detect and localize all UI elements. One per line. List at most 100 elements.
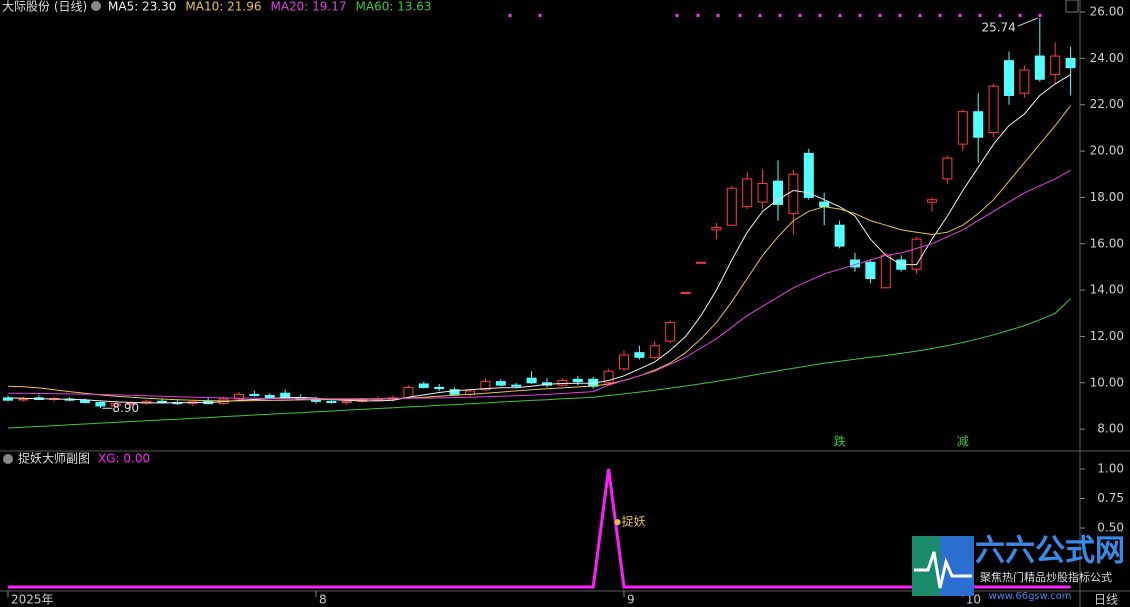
ma-line: [7, 74, 1071, 404]
window-button[interactable]: [1065, 0, 1079, 13]
candle-body: [696, 261, 706, 264]
y-tick-label: 16.00: [1090, 236, 1124, 250]
candle-body: [880, 254, 891, 289]
signal-dot: [758, 14, 762, 17]
y-tick-label: 26.00: [1090, 5, 1124, 19]
signal-dot: [978, 14, 982, 17]
y-tick-label: 0.50: [1097, 521, 1124, 535]
candle-body: [326, 400, 337, 403]
candle-body: [957, 111, 968, 145]
legend-item: MA5: 23.30: [108, 0, 176, 14]
candle-body: [773, 180, 783, 205]
annotation: 捉妖: [622, 514, 646, 529]
settings-icon[interactable]: [91, 1, 101, 11]
candle-body: [803, 152, 814, 198]
max-label: 25.74: [981, 21, 1015, 35]
candle-body: [557, 379, 568, 386]
candle-body: [649, 345, 660, 358]
chart-title: 大际股份 (日线): [2, 0, 87, 14]
candle-body: [1065, 57, 1076, 69]
candle-body: [927, 199, 937, 203]
signal-dot: [938, 14, 942, 17]
signal-dot: [675, 14, 679, 17]
signal-dot: [538, 14, 542, 17]
y-tick-label: 22.00: [1090, 97, 1124, 111]
candle-body: [126, 402, 137, 405]
candle-body: [95, 401, 106, 407]
candle-body: [742, 178, 753, 208]
annotation-dot: [614, 519, 621, 526]
signal-dot: [696, 14, 700, 17]
min-label: 8.90: [112, 401, 139, 415]
signal-dot: [818, 14, 822, 17]
signal-dot: [958, 14, 962, 17]
candle-body: [726, 187, 737, 226]
candle-body: [18, 398, 29, 401]
candle-body: [665, 322, 676, 342]
candle-body: [619, 354, 629, 370]
logo-url: www.66gsw.com: [989, 591, 1072, 602]
candle-body: [865, 261, 876, 280]
candle-body: [157, 400, 167, 403]
legend-item: MA20: 19.17: [270, 0, 346, 14]
candle-body: [1034, 55, 1045, 80]
candle-body: [480, 381, 491, 391]
candle-body: [110, 403, 121, 407]
legend-item: XG: 0.00: [98, 452, 150, 466]
y-tick-label: 8.00: [1097, 422, 1124, 436]
candle-body: [834, 224, 845, 247]
candle-body: [511, 384, 522, 387]
x-tick-label: 2025年: [11, 593, 54, 607]
candle-body: [80, 399, 90, 403]
candle-body: [634, 352, 645, 358]
signal-label: 减: [957, 435, 969, 449]
logo-name: 六六公式网: [975, 534, 1125, 569]
candle-body: [249, 393, 260, 397]
signal-dot: [918, 14, 922, 17]
settings-icon[interactable]: [3, 454, 13, 464]
candle-body: [988, 85, 999, 134]
candle-body: [449, 389, 460, 395]
y-tick-label: 1.00: [1097, 461, 1124, 475]
logo: 六六公式网 聚焦热门精品炒股指标公式 www.66gsw.com: [912, 534, 1125, 602]
y-tick-label: 12.00: [1090, 329, 1124, 343]
legend-item: MA60: 13.63: [356, 0, 432, 14]
candle-body: [434, 386, 445, 390]
ma-line: [7, 298, 1071, 429]
logo-slogan: 聚焦热门精品炒股指标公式: [980, 570, 1112, 584]
signal-dot: [998, 14, 1002, 17]
indicator-line: [8, 468, 1071, 589]
x-tick-label: 9: [627, 593, 635, 607]
signal-dot: [778, 14, 782, 17]
candle-body: [911, 238, 922, 270]
candle-body: [495, 381, 506, 386]
candle-body: [788, 173, 799, 215]
y-tick-label: 0.75: [1097, 491, 1124, 505]
ma-line: [7, 105, 1071, 402]
pane-title: 捉妖大师副图: [18, 451, 90, 466]
y-tick-label: 24.00: [1090, 51, 1124, 65]
signal-label: 跌: [834, 434, 846, 449]
candle-body: [341, 400, 352, 403]
legend-item: MA10: 21.96: [185, 0, 261, 14]
y-tick-label: 14.00: [1090, 283, 1124, 297]
signal-dot: [716, 14, 720, 17]
candle-body: [711, 227, 722, 231]
x-tick-label: 8: [319, 593, 327, 607]
candle-body: [757, 183, 768, 203]
signal-dot: [1018, 14, 1022, 17]
candle-body: [1019, 69, 1030, 94]
signal-dot: [858, 14, 862, 17]
candle-body: [942, 157, 953, 180]
period-label: 日线: [1094, 593, 1118, 607]
signal-dot: [508, 14, 512, 17]
candle-body: [526, 377, 537, 384]
max-arrow: [1017, 17, 1038, 27]
y-tick-label: 20.00: [1090, 144, 1124, 158]
candle-body: [1050, 55, 1061, 76]
candle-body: [603, 370, 614, 384]
candle-body: [680, 291, 691, 294]
candle-body: [3, 397, 13, 401]
